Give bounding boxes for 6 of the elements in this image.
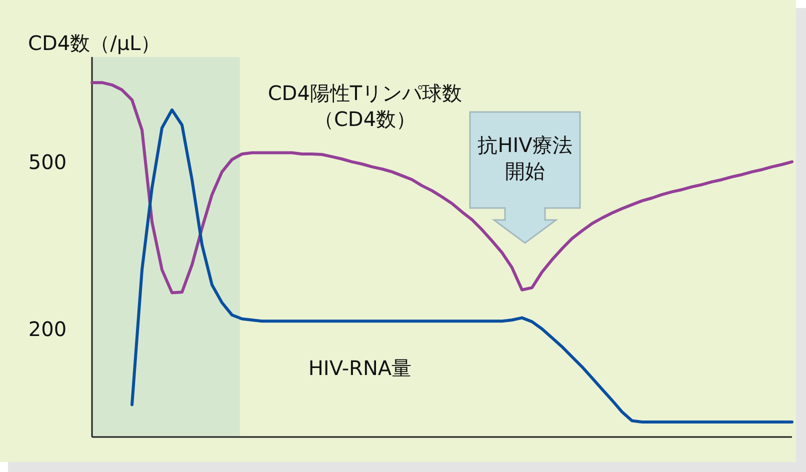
series-label: HIV-RNA量: [307, 355, 413, 381]
y-axis-title: CD4数（/μL）: [28, 30, 161, 56]
y-tick-label: 500: [27, 148, 68, 175]
series-label: CD4陽性Tリンパ球数（CD4数）: [266, 80, 464, 132]
annotation: 抗HIV療法開始: [476, 132, 574, 184]
y-tick-label: 200: [27, 316, 68, 342]
